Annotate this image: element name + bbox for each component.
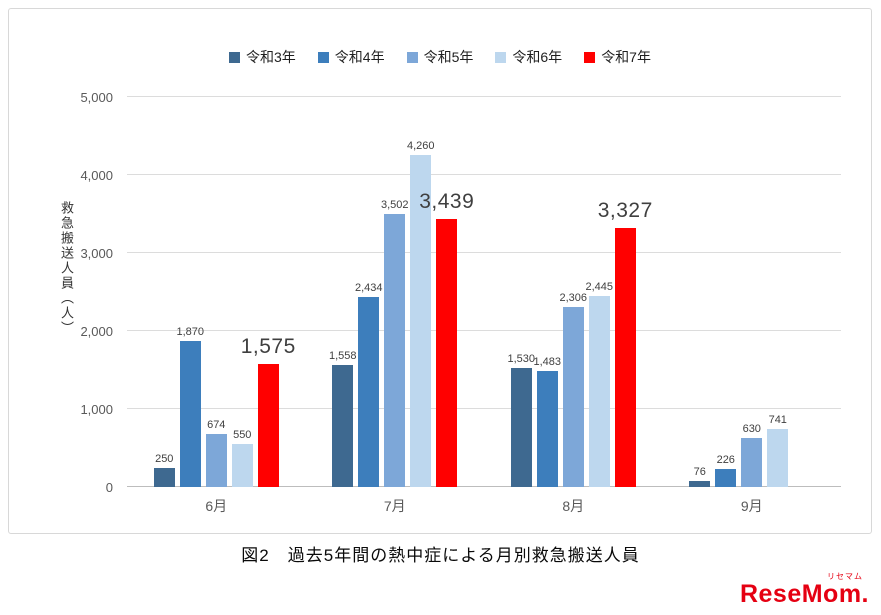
legend-label: 令和4年 xyxy=(334,49,385,65)
y-tick-label: 2,000 xyxy=(80,324,113,339)
bar-value-label: 674 xyxy=(207,419,226,432)
bar-value-label: 550 xyxy=(233,429,252,442)
gridline xyxy=(127,408,841,409)
bar-value-label: 250 xyxy=(155,452,174,465)
bar-令和3年: 76 xyxy=(689,466,711,487)
bar-group: 250 1,870 674 550 1,575 xyxy=(127,97,306,487)
legend-label: 令和3年 xyxy=(246,49,296,65)
y-tick-label: 3,000 xyxy=(80,246,113,261)
bar-令和7年: 3,327 xyxy=(598,199,652,487)
bar-group: 1,558 2,434 3,502 4,260 3,439 xyxy=(306,97,485,487)
logo-subtext: リセマム xyxy=(827,572,863,582)
bar-令和5年: 2,306 xyxy=(559,292,587,487)
bar-value-label: 1,483 xyxy=(533,356,562,369)
y-axis-ticks: 0 1,000 2,000 3,000 4,000 5,000 xyxy=(65,90,119,495)
y-axis-title: 救急搬送人員（人） xyxy=(59,201,74,336)
logo-wordmark: ReseMom. xyxy=(739,580,869,608)
gridline xyxy=(127,330,841,331)
y-tick-label: 4,000 xyxy=(80,168,113,183)
y-tick-label: 1,000 xyxy=(80,402,113,417)
gridlines xyxy=(127,96,841,487)
bar-value-label: 630 xyxy=(742,422,761,435)
chart-caption: 図2 過去5年間の熱中症による月別救急搬送人員 xyxy=(241,546,640,565)
bar-令和5年: 3,502 xyxy=(381,199,409,487)
bar-令和4年: 226 xyxy=(715,454,737,487)
bar-value-label: 226 xyxy=(716,454,735,467)
x-axis-labels: 6月 7月 8月 9月 xyxy=(127,496,841,516)
bar-令和3年: 1,530 xyxy=(507,353,535,487)
plot-area: 250 1,870 674 550 1,575 1,558 2,434 3,502 4,260 3… xyxy=(127,96,841,487)
bar-value-label: 3,502 xyxy=(380,198,409,211)
gridline xyxy=(127,96,841,97)
bar-value-label: 1,870 xyxy=(176,326,205,339)
bar-令和6年: 550 xyxy=(231,429,253,487)
bar-令和4年: 1,870 xyxy=(176,326,204,487)
bar-value-label: 4,260 xyxy=(406,139,435,152)
bar-value-label: 741 xyxy=(768,414,787,427)
bar-令和7年: 3,439 xyxy=(419,190,474,487)
bar-value-label: 3,327 xyxy=(597,198,653,222)
legend-item: 令和3年 xyxy=(229,47,296,67)
bar-令和7年: 1,575 xyxy=(241,335,295,487)
legend: 令和3年 令和4年 令和5年 令和6年 令和7年 xyxy=(9,47,871,67)
legend-item: 令和4年 xyxy=(317,47,385,67)
x-tick-label: 9月 xyxy=(740,498,763,514)
gridline xyxy=(127,174,841,175)
bar-value-label: 3,439 xyxy=(419,189,475,213)
bar-value-label: 2,445 xyxy=(585,281,614,294)
bar-令和4年: 1,483 xyxy=(533,356,561,487)
bar-groups: 250 1,870 674 550 1,575 1,558 2,434 3,502 4,260 3… xyxy=(127,97,841,487)
bar-value-label: 2,434 xyxy=(354,282,383,295)
bar-value-label: 1,575 xyxy=(240,335,296,359)
resemom-logo: リセマム ReseMom. xyxy=(740,572,869,607)
legend-swatch xyxy=(495,51,507,63)
bar-value-label: 76 xyxy=(693,466,706,479)
bar-value-label: 1,530 xyxy=(507,352,536,365)
legend-label: 令和7年 xyxy=(601,49,651,65)
bar-令和4年: 2,434 xyxy=(355,282,383,487)
bar-令和6年: 4,260 xyxy=(407,140,435,487)
legend-swatch xyxy=(229,51,240,63)
legend-item: 令和7年 xyxy=(584,47,651,67)
y-tick-label: 5,000 xyxy=(80,90,113,105)
bar-value-label: 1,558 xyxy=(328,350,357,363)
legend-swatch xyxy=(317,51,329,63)
bar-group: 1,530 1,483 2,306 2,445 3,327 xyxy=(484,97,663,487)
bar-令和6年: 741 xyxy=(767,414,789,487)
gridline xyxy=(127,486,841,487)
bar-value-label: 2,306 xyxy=(559,292,588,305)
legend-swatch xyxy=(406,51,418,63)
legend-item: 令和5年 xyxy=(406,47,474,67)
bar-令和3年: 250 xyxy=(153,453,175,487)
legend-label: 令和5年 xyxy=(423,49,474,65)
x-tick-label: 6月 xyxy=(205,498,228,514)
x-tick-label: 8月 xyxy=(562,498,585,514)
legend-item: 令和6年 xyxy=(495,47,562,67)
legend-label: 令和6年 xyxy=(512,49,563,65)
legend-swatch xyxy=(584,51,596,63)
x-tick-label: 7月 xyxy=(383,498,406,514)
y-tick-label: 0 xyxy=(105,480,113,495)
bar-令和6年: 2,445 xyxy=(585,281,613,487)
bar-令和3年: 1,558 xyxy=(329,350,357,487)
bar-令和5年: 674 xyxy=(205,419,227,487)
bar-令和5年: 630 xyxy=(741,423,763,487)
gridline xyxy=(127,252,841,253)
bar-group: 76 226 630 741 xyxy=(663,97,842,487)
chart: 令和3年 令和4年 令和5年 令和6年 令和7年 救急搬送人員（人） 0 1,000 2,0… xyxy=(8,8,872,534)
